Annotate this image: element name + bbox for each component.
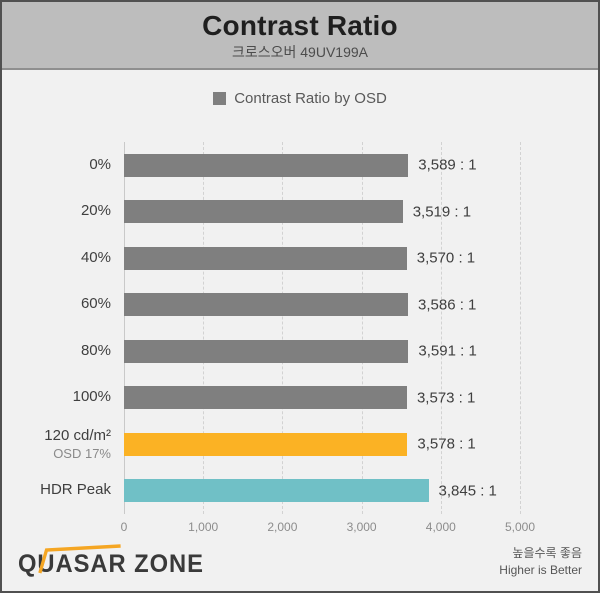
category-label: HDR Peak [2, 481, 124, 500]
category-label: 40% [2, 249, 124, 268]
bar-track: 3,589 : 1 [124, 153, 520, 177]
bar-track: 3,519 : 1 [124, 200, 520, 224]
footer-note-en: Higher is Better [499, 562, 582, 577]
x-tick-label: 2,000 [267, 520, 298, 534]
category-label-text: 120 cd/m² [44, 426, 111, 444]
bar-track: 3,570 : 1 [124, 246, 520, 270]
category-label: 60% [2, 295, 124, 314]
category-label: 100% [2, 388, 124, 407]
category-label: 80% [2, 342, 124, 361]
x-tick-label: 4,000 [425, 520, 456, 534]
chart-title: Contrast Ratio [202, 10, 398, 41]
bar-track: 3,591 : 1 [124, 339, 520, 363]
category-label-text: 40% [80, 248, 111, 266]
legend: Contrast Ratio by OSD [2, 88, 598, 108]
footer: QUASAR ZONE 높을수록 좋음 Higher is Better [2, 544, 598, 591]
legend-label: Contrast Ratio by OSD [234, 89, 387, 107]
category-sublabel-text: OSD 17% [53, 445, 111, 461]
bar-chart: 0% 3,589 : 1 20% 3,519 : 1 40% 3,570 : 1 60% 3,… [2, 142, 598, 538]
category-label-text: 60% [80, 295, 111, 313]
bar-row: 120 cd/m² OSD 17% 3,578 : 1 [2, 421, 598, 468]
bar-value-label: 3,586 : 1 [418, 296, 477, 314]
x-tick-label: 0 [120, 520, 128, 534]
logo-text: QUASAR ZONE [18, 550, 204, 578]
chart-subtitle: 크로스오버 49UV199A [231, 44, 368, 60]
bar-rows: 0% 3,589 : 1 20% 3,519 : 1 40% 3,570 : 1 60% 3,… [2, 142, 598, 514]
bar-value-label: 3,591 : 1 [418, 342, 477, 360]
bar [124, 386, 407, 410]
bar-track: 3,586 : 1 [124, 293, 520, 317]
bar [124, 339, 409, 363]
bar-row: 20% 3,519 : 1 [2, 189, 598, 236]
bar-value-label: 3,578 : 1 [417, 435, 476, 453]
bar-value-label: 3,845 : 1 [438, 482, 497, 500]
bar-value-label: 3,519 : 1 [412, 203, 472, 221]
bar-value-label: 3,570 : 1 [416, 249, 476, 267]
bar-track: 3,845 : 1 [124, 479, 520, 503]
legend-marker-icon [213, 91, 227, 105]
bar-row: 80% 3,591 : 1 [2, 328, 598, 375]
footer-note: 높을수록 좋음 Higher is Better [499, 545, 582, 579]
bar [124, 432, 408, 456]
bar-row: 100% 3,573 : 1 [2, 375, 598, 422]
category-label: 120 cd/m² OSD 17% [2, 427, 124, 462]
bar-value-label: 3,573 : 1 [416, 389, 476, 407]
quasarzone-logo: QUASAR ZONE [18, 544, 204, 579]
logo-swoosh-icon [38, 544, 121, 574]
chart-header: Contrast Ratio 크로스오버 49UV199A [2, 2, 598, 70]
category-label-text: 80% [80, 341, 111, 359]
bar [124, 153, 409, 177]
category-label-text: HDR Peak [40, 481, 111, 499]
category-label-text: 0% [89, 155, 111, 173]
category-label-text: 20% [80, 202, 111, 220]
x-tick-label: 1,000 [188, 520, 219, 534]
x-tick-label: 3,000 [346, 520, 377, 534]
x-axis: 0 1,000 2,000 3,000 4,000 5,000 [120, 514, 535, 538]
bar-track: 3,578 : 1 [124, 432, 520, 456]
x-tick-label: 5,000 [504, 520, 536, 534]
category-label: 20% [2, 202, 124, 221]
category-label-text: 100% [72, 388, 111, 406]
category-label: 0% [2, 156, 124, 175]
bar-row: 40% 3,570 : 1 [2, 235, 598, 282]
bar [124, 200, 403, 224]
bar [124, 246, 407, 270]
bar [124, 479, 429, 503]
bar-track: 3,573 : 1 [124, 386, 520, 410]
bar-row: 0% 3,589 : 1 [2, 142, 598, 189]
bar-value-label: 3,589 : 1 [418, 156, 477, 174]
bar [124, 293, 408, 317]
bar-row: HDR Peak 3,845 : 1 [2, 468, 598, 515]
footer-note-ko: 높을수록 좋음 [512, 545, 582, 560]
bar-row: 60% 3,586 : 1 [2, 282, 598, 329]
